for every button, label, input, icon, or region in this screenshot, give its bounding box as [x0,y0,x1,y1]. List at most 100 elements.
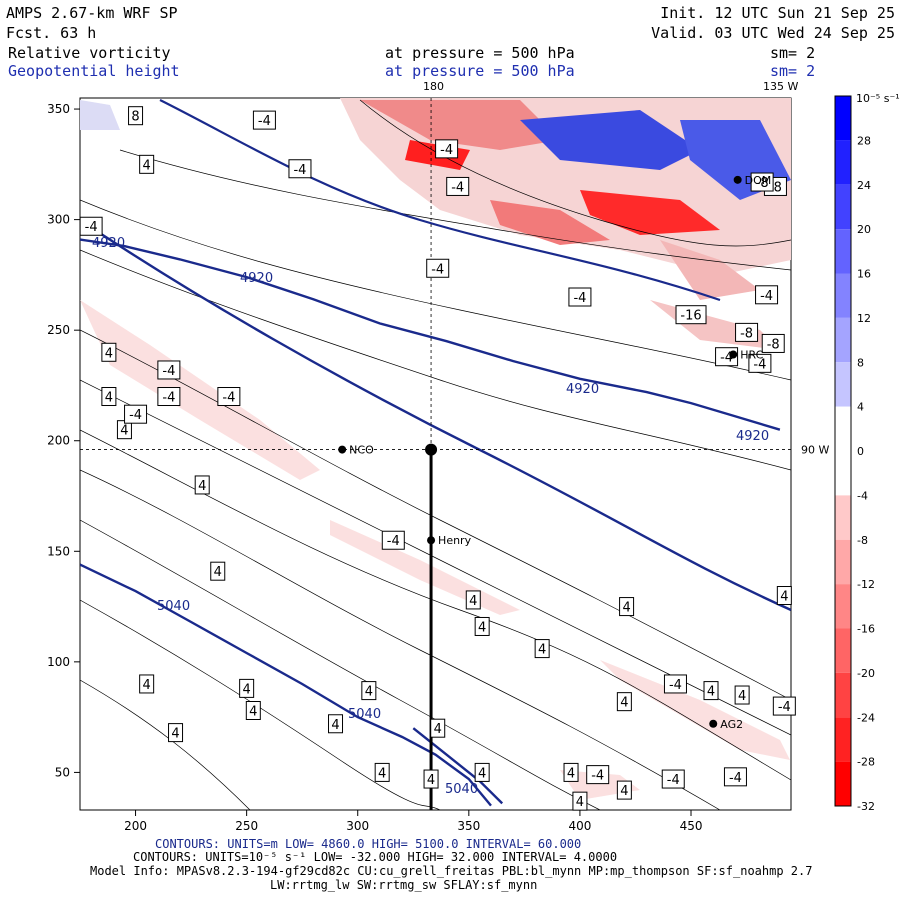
colorbar-segment [835,672,851,718]
colorbar-segment [835,96,851,141]
colorbar-tick-label: -28 [857,756,875,769]
vorticity-label: -8 [756,176,769,191]
vorticity-label-box-36 [616,780,632,800]
vorticity-label: -4 [667,773,680,788]
x-tick-label: 450 [680,819,703,833]
vorticity-label-box-27 [239,678,255,698]
station-marker-hrc [729,350,738,359]
vorticity-label: 4 [622,601,630,616]
field1-smoothing: sm= 2 [770,44,815,62]
y-tick-label: 150 [47,544,70,558]
field1-name: Relative vorticity [8,44,171,62]
vorticity-label-box-41 [663,674,687,694]
vorticity-label-box-49 [675,305,707,325]
vorticity-label: 4 [478,766,486,781]
colorbar-segment [835,628,851,673]
vorticity-label-box-42 [772,696,796,716]
vorticity-label: -8 [767,337,780,352]
colorbar-tick-label: -16 [857,623,875,636]
colorbar-tick-label: 16 [857,268,871,281]
vorticity-label: 4 [198,479,206,494]
vorticity-label: 4 [738,689,746,704]
vorticity-label: 4 [434,722,442,737]
vorticity-label-box-40 [661,769,685,789]
vorticity-label: 4 [105,346,113,361]
vorticity-label-box-46 [755,285,779,305]
vorticity-label-box-43 [723,767,747,787]
vorticity-label-box-33 [374,762,390,782]
vorticity-label-box-20 [619,597,635,617]
vorticity-label: 4 [707,685,715,700]
vorticity-label-box-21 [534,639,550,659]
vorticity-label: -4 [162,364,175,379]
vorticity-label-box-31 [168,723,184,743]
vorticity-label: 4 [567,766,575,781]
vorticity-label: 4 [538,643,546,658]
vorticity-label: 4 [469,594,477,609]
init-time: Init. 12 UTC Sun 21 Sep 25 [660,4,895,22]
vorticity-contour-1 [80,379,791,736]
station-marker-nco [338,445,347,454]
vorticity-label: -4 [162,391,175,406]
pole-marker [425,443,438,456]
colorbar-tick-label: -24 [857,711,875,724]
y-tick-label: 100 [47,655,70,669]
vorticity-label-box-5 [446,176,470,196]
colorbar-segment [835,451,851,496]
colorbar-segment [835,717,851,762]
colorbar-tick-label: -12 [857,578,875,591]
height-label-5040: 5040 [445,782,478,797]
vorticity-label-box-15 [194,475,210,495]
colorbar-segment [835,362,851,407]
vorticity-contour-4 [80,519,601,810]
height-label-4920: 4920 [240,271,273,286]
lon-135-label: 135 W [763,80,798,93]
y-tick-label: 50 [55,765,70,779]
vorticity-label: 8 [131,110,139,125]
x-tick-label: 250 [235,819,258,833]
vorticity-label: 4 [620,696,628,711]
vorticity-label-box-6 [79,216,103,236]
vorticity-band-10 [580,190,720,235]
vorticity-label: -4 [591,769,604,784]
station-label-nco: NCO [349,444,374,457]
vorticity-label: 4 [427,773,435,788]
colorbar-units: 10⁻⁵ s⁻¹ [856,92,900,105]
lat-lon-grid: 180 135 W 90 W [80,80,829,810]
colorbar-segment [835,184,851,230]
vorticity-band-8 [490,200,610,245]
colorbar-segment [835,317,851,363]
station-label-dom: DOM [745,174,772,187]
vorticity-label: -16 [680,309,701,324]
axes: 200 250 300 350 400 450 50 100 150 200 250 300 350 [47,102,702,833]
colorbar-tick-label: 4 [857,401,864,414]
colorbar-tick-label: 8 [857,356,864,369]
vorticity-label: 4 [214,565,222,580]
y-tick-label: 350 [47,102,70,116]
colorbar-segment [835,495,851,540]
footer-model-info: Model Info: MPASv8.2.3-194-gf29cd82c CU:… [90,864,812,878]
y-tick-label: 250 [47,323,70,337]
vorticity-label-box-16 [381,530,405,550]
vorticity-label-box-28 [245,700,261,720]
vorticity-contour-5 [80,599,441,810]
colorbar-tick-label: 24 [857,179,871,192]
height-label-5040: 5040 [157,599,190,614]
colorbar-segment [835,406,851,451]
vorticity-label-box-8 [101,342,117,362]
y-tick-label: 200 [47,434,70,448]
vorticity-label: 4 [171,727,179,742]
vorticity-band-9 [520,110,700,170]
plot-area: 4920 4920 4920 4920 5040 5040 5040 180 135 W 90 … [79,80,829,811]
vorticity-label: -4 [753,357,766,372]
colorbar-tick-label: 20 [857,223,871,236]
vorticity-label-box-11 [217,387,241,407]
vorticity-contour-2 [80,429,791,781]
vorticity-contour-3 [80,469,721,810]
vorticity-label-box-23 [616,692,632,712]
station-marker-henry [427,536,436,545]
vorticity-label: 4 [143,158,151,173]
vorticity-band-2 [600,660,790,760]
vorticity-label-box-48 [761,333,785,353]
station-label-ag2: AG2 [720,718,743,731]
